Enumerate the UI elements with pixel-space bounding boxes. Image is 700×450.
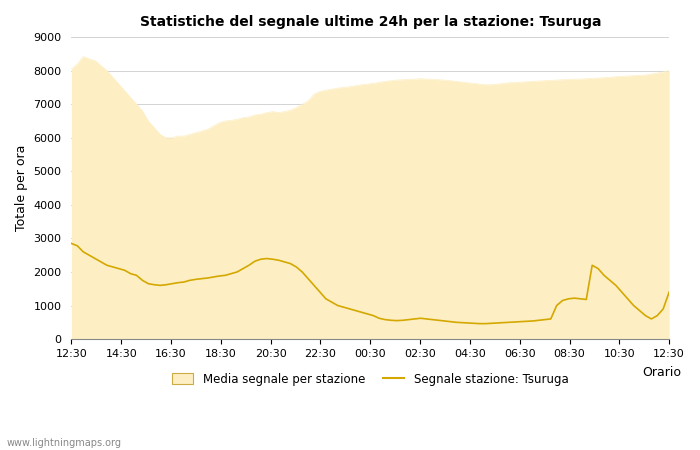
X-axis label: Orario: Orario xyxy=(642,366,681,379)
Y-axis label: Totale per ora: Totale per ora xyxy=(15,145,28,231)
Title: Statistiche del segnale ultime 24h per la stazione: Tsuruga: Statistiche del segnale ultime 24h per l… xyxy=(139,15,601,29)
Legend: Media segnale per stazione, Segnale stazione: Tsuruga: Media segnale per stazione, Segnale staz… xyxy=(167,368,573,391)
Text: www.lightningmaps.org: www.lightningmaps.org xyxy=(7,438,122,448)
